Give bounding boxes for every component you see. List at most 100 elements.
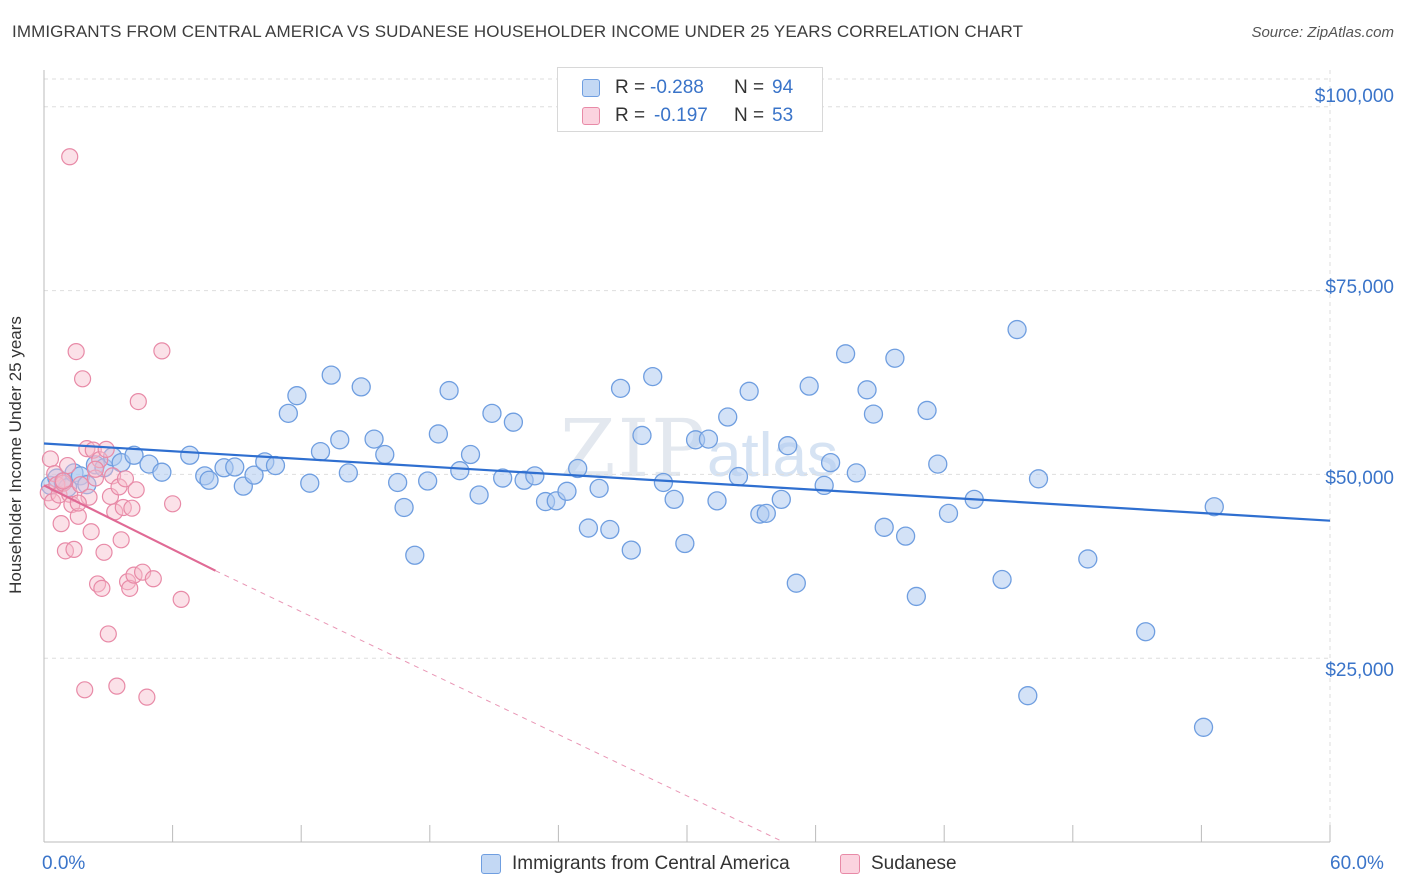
bottom-legend-swatch-pink <box>840 854 860 874</box>
data-point-central-america <box>835 344 856 364</box>
data-point-central-america <box>450 461 470 481</box>
bottom-legend-swatch-blue <box>481 854 501 874</box>
data-point-central-america <box>771 489 791 510</box>
legend: R = -0.288 N = 94 R = -0.197 N = 53 <box>557 67 823 132</box>
data-point-central-america <box>895 526 916 546</box>
data-point-sudanese <box>41 450 60 468</box>
y-axis-label: Householder Income Under 25 years <box>6 316 25 594</box>
data-point-central-america <box>1078 549 1098 569</box>
data-point-central-america <box>820 452 841 473</box>
bottom-legend-label: Immigrants from Central America <box>512 853 790 874</box>
legend-r-value: -0.197 <box>654 105 708 126</box>
data-point-sudanese <box>52 515 70 533</box>
data-point-central-america <box>885 348 905 368</box>
data-point-sudanese <box>172 590 190 608</box>
data-point-sudanese <box>86 469 105 487</box>
data-point-central-america <box>799 376 819 396</box>
data-point-central-america <box>739 381 759 401</box>
legend-n-label: N = <box>734 77 765 98</box>
data-point-sudanese <box>54 472 72 490</box>
data-point-central-america <box>874 517 894 537</box>
data-point-sudanese <box>108 677 126 695</box>
data-point-central-america <box>225 457 245 477</box>
data-point-central-america <box>300 473 320 493</box>
trend-line-central-america <box>43 442 1331 522</box>
data-point-sudanese <box>71 476 90 494</box>
data-point-central-america <box>460 444 481 465</box>
data-point-sudanese <box>123 499 141 517</box>
data-point-central-america <box>287 386 307 406</box>
trend-line-sudanese <box>43 484 216 572</box>
data-point-sudanese <box>99 625 117 643</box>
data-point-sudanese <box>138 688 156 706</box>
data-point-central-america <box>1193 717 1214 737</box>
data-point-sudanese <box>67 342 85 361</box>
x-tick-label-min: 0.0% <box>42 853 86 874</box>
data-point-sudanese <box>114 498 132 517</box>
data-point-central-america <box>846 463 866 483</box>
data-point-central-america <box>364 429 384 449</box>
data-point-central-america <box>992 569 1012 590</box>
data-point-central-america <box>778 436 798 456</box>
data-point-sudanese <box>76 681 94 699</box>
data-point-central-america <box>728 466 749 487</box>
legend-r-label: R = <box>615 77 646 98</box>
data-point-central-america <box>707 491 727 511</box>
legend-row-central-america: R = -0.288 N = 94 <box>558 73 822 101</box>
data-point-central-america <box>439 380 459 401</box>
data-point-central-america <box>1007 319 1027 340</box>
legend-row-sudanese: R = -0.197 N = 53 <box>558 101 822 129</box>
legend-swatch-blue <box>582 79 600 97</box>
data-point-central-america <box>557 481 577 501</box>
data-point-central-america <box>482 403 502 424</box>
legend-n-value: 53 <box>772 105 794 126</box>
data-point-sudanese <box>58 456 77 475</box>
data-point-central-america <box>698 429 719 449</box>
data-point-sudanese <box>73 370 92 388</box>
y-tick-label-50000: $50,000 <box>1325 468 1394 489</box>
data-point-sudanese <box>65 540 83 558</box>
data-point-sudanese <box>116 470 135 488</box>
data-point-sudanese <box>118 573 137 591</box>
data-point-central-america <box>321 365 341 385</box>
data-point-central-america <box>244 465 264 485</box>
data-point-sudanese <box>86 460 105 478</box>
data-point-central-america <box>338 463 359 483</box>
data-point-central-america <box>387 472 408 493</box>
data-point-sudanese <box>43 492 62 511</box>
data-point-central-america <box>330 430 350 450</box>
data-point-central-america <box>469 485 489 505</box>
data-point-central-america <box>394 497 414 518</box>
data-point-central-america <box>375 444 395 465</box>
data-point-central-america <box>568 458 588 479</box>
legend-r-value: -0.288 <box>650 77 704 98</box>
data-point-central-america <box>428 424 449 444</box>
data-point-central-america <box>857 380 877 400</box>
y-tick-label-75000: $75,000 <box>1325 277 1394 298</box>
trend-line-sudanese-extension <box>215 570 784 843</box>
data-point-central-america <box>199 470 219 490</box>
data-point-central-america <box>786 573 806 593</box>
data-point-sudanese <box>127 481 145 499</box>
data-point-central-america <box>863 404 884 424</box>
data-point-sudanese <box>80 488 98 506</box>
data-point-sudanese <box>112 531 130 549</box>
data-point-central-america <box>493 468 513 488</box>
data-point-sudanese <box>164 495 182 513</box>
data-point-sudanese <box>129 392 147 411</box>
x-tick-label-max: 60.0% <box>1330 853 1384 874</box>
legend-r-label: R = <box>615 105 646 126</box>
data-point-central-america <box>664 489 684 510</box>
data-point-sudanese <box>82 523 100 541</box>
data-point-sudanese <box>97 440 115 458</box>
data-point-central-america <box>278 403 298 424</box>
watermark-atlas: atlas <box>707 421 838 490</box>
data-point-sudanese <box>133 563 152 581</box>
data-point-sudanese <box>95 543 113 561</box>
data-point-central-america <box>152 462 172 482</box>
data-point-central-america <box>675 533 695 554</box>
data-point-central-america <box>610 378 631 399</box>
data-point-central-america <box>405 545 425 565</box>
data-point-central-america <box>525 466 545 486</box>
